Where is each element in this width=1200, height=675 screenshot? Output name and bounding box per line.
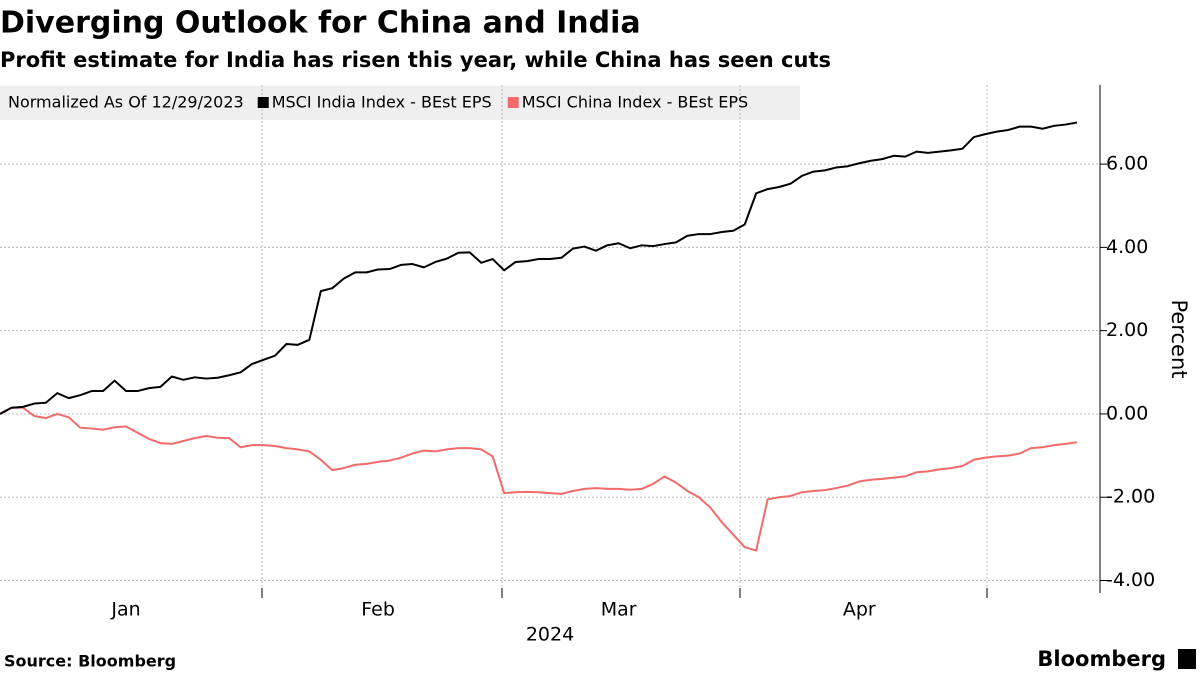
series-line xyxy=(0,121,1078,415)
legend-label: MSCI India Index - BEst EPS xyxy=(272,93,492,112)
x-tick-label: Mar xyxy=(601,599,637,621)
y-axis-label: Percent xyxy=(1167,299,1191,378)
legend-label: MSCI China Index - BEst EPS xyxy=(522,93,748,112)
y-tick-label: -4.00 xyxy=(1106,569,1155,591)
chart-title: Diverging Outlook for China and India xyxy=(0,6,641,41)
x-axis-label: 2024 xyxy=(526,624,574,646)
legend-swatch xyxy=(507,97,519,108)
x-tick-label: Feb xyxy=(361,599,395,621)
legend-background xyxy=(0,86,800,120)
series-line xyxy=(0,406,1078,552)
y-tick-label: 4.00 xyxy=(1106,236,1148,258)
x-tick-label: Apr xyxy=(843,599,876,621)
chart-subtitle: Profit estimate for India has risen this… xyxy=(0,48,831,72)
legend-swatch xyxy=(257,97,269,108)
y-tick-label: 6.00 xyxy=(1106,153,1148,175)
y-tick-label: 0.00 xyxy=(1106,402,1148,424)
brand-icon xyxy=(1178,649,1196,669)
y-tick-label: -2.00 xyxy=(1106,486,1155,508)
y-tick-label: 2.00 xyxy=(1106,319,1148,341)
brand: Bloomberg xyxy=(1037,647,1166,671)
legend-title: Normalized As Of 12/29/2023 xyxy=(8,93,244,112)
source: Source: Bloomberg xyxy=(4,652,176,671)
x-tick-label: Jan xyxy=(110,599,140,621)
